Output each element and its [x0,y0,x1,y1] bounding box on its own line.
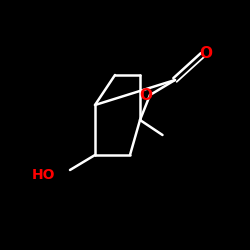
Text: O: O [140,88,153,102]
Text: O: O [200,46,213,61]
Text: HO: HO [32,168,55,182]
